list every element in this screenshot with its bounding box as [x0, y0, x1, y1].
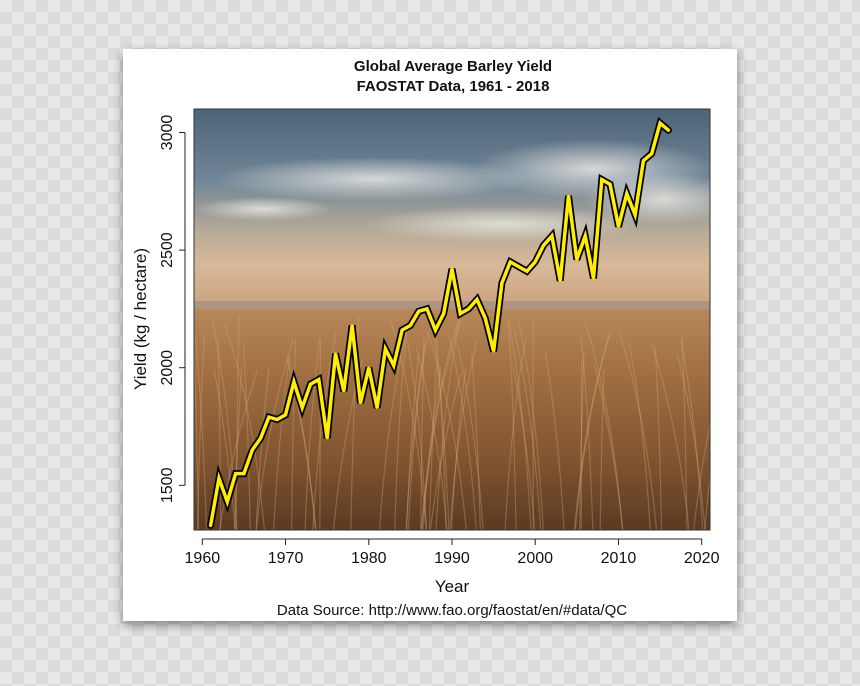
data-point [384, 347, 387, 351]
data-point [342, 390, 345, 393]
data-point [667, 129, 670, 132]
data-point [400, 328, 404, 332]
x-tick-label: 1970 [268, 550, 304, 567]
y-axis-label: Yield (kg / hectare) [131, 248, 150, 390]
data-point [500, 281, 504, 285]
chart-title: Global Average Barley Yield [354, 58, 552, 75]
y-axis: 1500 2000 2500 3000 [159, 115, 186, 503]
data-point [301, 406, 304, 409]
data-point [459, 312, 462, 315]
data-point [625, 192, 628, 195]
x-tick-label: 2010 [601, 550, 637, 567]
data-point [517, 265, 520, 268]
data-point [409, 324, 412, 327]
x-tick-label: 1960 [185, 550, 221, 567]
data-point [209, 524, 212, 527]
data-point [442, 312, 445, 315]
data-point [392, 364, 395, 367]
data-point [525, 270, 529, 273]
data-point [259, 437, 262, 440]
data-point [417, 310, 420, 313]
data-point [317, 378, 320, 381]
data-point [292, 380, 296, 383]
data-point [608, 183, 612, 186]
data-point [658, 121, 662, 125]
data-point [359, 401, 362, 405]
data-point [550, 234, 554, 238]
chart-subtitle: FAOSTAT Data, 1961 - 2018 [357, 78, 550, 95]
data-point [217, 477, 221, 480]
data-point [600, 178, 603, 181]
data-point [642, 159, 645, 162]
data-point [450, 267, 454, 271]
plot-border [193, 108, 711, 531]
data-point [509, 260, 512, 264]
x-tick-label: 1990 [434, 550, 470, 567]
data-source-note: Data Source: http://www.fao.org/faostat/… [277, 602, 627, 619]
data-point [309, 383, 312, 386]
y-tick-label: 2500 [159, 232, 176, 268]
data-point [326, 437, 329, 440]
y-tick-label: 3000 [159, 115, 176, 151]
data-point [276, 418, 279, 421]
data-point [251, 448, 254, 452]
data-point [242, 472, 246, 475]
x-axis: 1960 1970 1980 1990 2000 2010 2020 [185, 538, 720, 567]
data-point [575, 258, 578, 261]
data-point [567, 194, 570, 198]
data-point [334, 352, 337, 355]
data-point [492, 350, 495, 353]
data-point [559, 279, 562, 282]
data-point [434, 328, 437, 332]
data-point [234, 472, 237, 475]
data-point [633, 213, 637, 216]
data-point [484, 317, 487, 320]
background-photo [194, 109, 710, 530]
data-point [542, 244, 545, 247]
chart-svg: Global Average Barley Yield FAOSTAT Data… [131, 58, 720, 619]
data-point [592, 277, 595, 280]
series-barley-yield [207, 116, 672, 529]
x-tick-label: 2020 [684, 550, 720, 567]
data-point [425, 307, 429, 311]
x-axis-label: Year [435, 577, 470, 596]
data-point [650, 152, 653, 155]
data-point [584, 234, 587, 238]
data-point [617, 225, 620, 228]
data-point [467, 307, 470, 311]
data-point [375, 406, 379, 409]
series-line [208, 119, 671, 528]
y-tick-label: 1500 [159, 467, 176, 503]
data-point [350, 324, 354, 327]
data-point [475, 298, 479, 301]
x-tick-label: 1980 [351, 550, 387, 567]
data-point [367, 366, 370, 369]
data-point [534, 260, 537, 264]
data-point [226, 500, 229, 503]
y-tick-label: 2000 [159, 350, 176, 386]
data-point [284, 413, 287, 416]
x-tick-label: 2000 [517, 550, 553, 567]
chart-card: Global Average Barley Yield FAOSTAT Data… [123, 49, 737, 621]
data-point [267, 415, 271, 419]
